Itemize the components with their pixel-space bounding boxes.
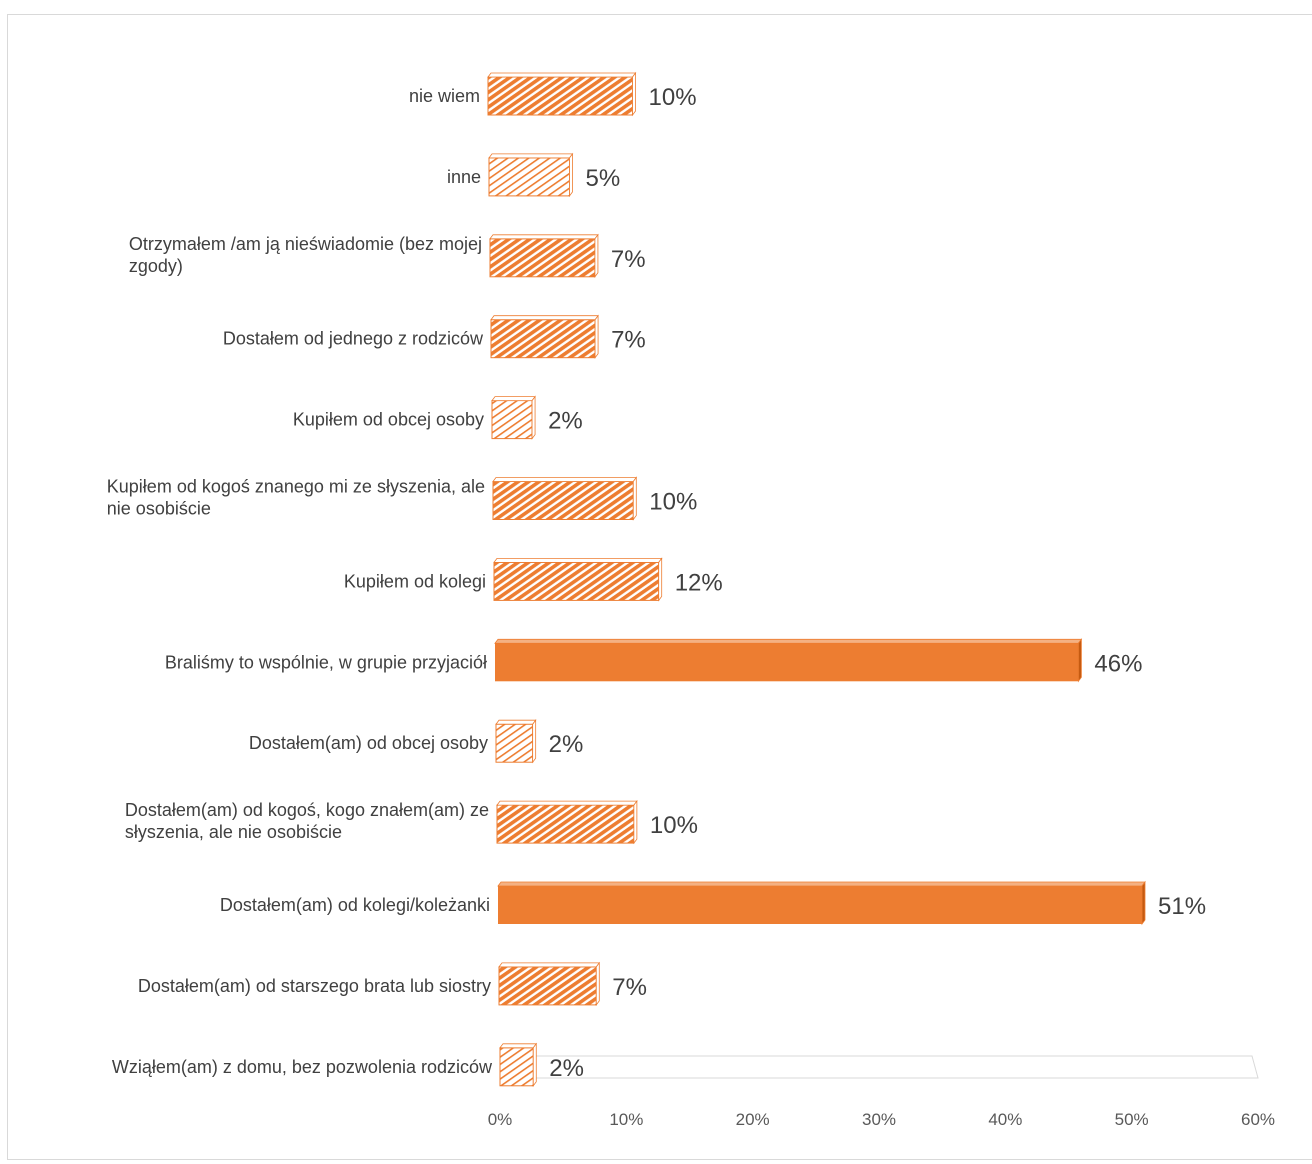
bar xyxy=(499,1047,534,1087)
x-tick-label: 0% xyxy=(488,1110,513,1129)
bar-top-edge xyxy=(495,719,537,725)
bar xyxy=(488,157,571,197)
bar-side-edge xyxy=(658,557,663,602)
category-label: Kupiłem od obcej osoby xyxy=(293,410,484,430)
bar-top-edge xyxy=(493,558,663,563)
data-label: 5% xyxy=(586,165,621,192)
bar-top-edge xyxy=(497,881,1146,887)
bar-top-edge xyxy=(494,638,1083,644)
x-tick-label: 40% xyxy=(988,1110,1022,1129)
data-label: 10% xyxy=(649,489,697,516)
data-label: 7% xyxy=(611,246,646,273)
bar-side-edge xyxy=(632,71,636,117)
bar-row: 10% Dostałem(am) od kogoś, kogo znałem(am… xyxy=(125,799,698,845)
data-label: 2% xyxy=(549,1055,584,1082)
bar-row: 2% Kupiłem od obcej osoby xyxy=(293,395,583,440)
bar xyxy=(495,643,1079,682)
x-tick-label: 60% xyxy=(1241,1110,1275,1129)
data-label: 10% xyxy=(649,84,697,111)
category-label: Dostałem(am) od obcej osoby xyxy=(249,733,488,753)
bar-side-edge xyxy=(595,961,600,1007)
x-tick-label: 50% xyxy=(1115,1110,1149,1129)
x-tick-label: 10% xyxy=(609,1110,643,1129)
category-label: Otrzymałem /am ją nieświadomie (bez moje… xyxy=(129,234,482,276)
category-label: Wziąłem(am) z domu, bez pozwolenia rodzi… xyxy=(112,1057,493,1077)
x-axis: 0% 10% 20% 30% 40% 50% 60% xyxy=(488,1055,1275,1129)
data-label: 2% xyxy=(549,731,584,758)
bar-row: 51% Dostałem(am) od kolegi/koleżanki xyxy=(220,880,1206,926)
category-label: Kupiłem od kogoś znanego mi ze słyszenia… xyxy=(107,477,485,519)
bar-side-edge xyxy=(632,476,637,521)
category-label: Dostałem od jednego z rodziców xyxy=(223,329,484,349)
data-label: 51% xyxy=(1158,893,1206,920)
bar-top-edge xyxy=(492,477,638,482)
category-label: Dostałem(am) od kogoś, kogo znałem(am) z… xyxy=(125,800,489,842)
x-tick-label: 30% xyxy=(862,1110,896,1129)
bar-top-edge xyxy=(496,800,638,806)
bar-side-edge xyxy=(531,395,536,440)
bar-side-edge xyxy=(532,1042,537,1087)
bar-row: 46% Braliśmy to wspólnie, w grupie przyja… xyxy=(165,638,1142,683)
data-label: 2% xyxy=(548,408,583,435)
data-label: 46% xyxy=(1094,650,1142,677)
bar-row: 2% Wziąłem(am) z domu, bez pozwolenia rod… xyxy=(112,1042,584,1087)
bar-top-edge xyxy=(488,153,574,159)
category-label: Kupiłem od kolegi xyxy=(344,571,486,591)
bar-top-edge xyxy=(498,962,601,968)
bar xyxy=(498,966,597,1006)
bar-row: 7% Dostałem od jednego z rodziców xyxy=(223,314,646,359)
bar xyxy=(496,804,635,844)
bar xyxy=(490,319,596,359)
category-label: nie wiem xyxy=(409,86,480,106)
bar xyxy=(492,481,634,520)
bar-top-edge xyxy=(490,315,599,321)
bar-top-edge xyxy=(487,72,637,78)
bar-row: 5% inne xyxy=(447,152,621,198)
bar-side-edge xyxy=(532,719,537,764)
bar xyxy=(487,76,634,116)
bar-row: 7% Otrzymałem /am ją nieświadomie (bez mo… xyxy=(129,233,646,278)
bar-side-edge xyxy=(1077,638,1082,683)
bar-row: 10% Kupiłem od kogoś znanego mi ze słysze… xyxy=(107,476,697,521)
data-label: 7% xyxy=(611,327,646,354)
bar-row: 10% nie wiem xyxy=(409,71,697,117)
data-label: 7% xyxy=(612,974,647,1001)
bar xyxy=(491,400,533,440)
bar-row: 7% Dostałem(am) od starszego brata lub si… xyxy=(138,961,647,1007)
bar xyxy=(493,561,660,601)
bar xyxy=(489,238,596,278)
category-label: Dostałem(am) od starszego brata lub sios… xyxy=(138,976,491,996)
bar-top-edge xyxy=(489,234,599,240)
bar-top-edge xyxy=(499,1043,538,1049)
bar-side-edge xyxy=(594,314,599,359)
axis-floor xyxy=(499,1055,1259,1079)
x-tick-label: 20% xyxy=(736,1110,770,1129)
bar-row: 2% Dostałem(am) od obcej osoby xyxy=(249,719,584,764)
bar-side-edge xyxy=(569,152,573,198)
chart-frame xyxy=(7,14,1312,1160)
bar-top-edge xyxy=(491,396,536,401)
bar-side-edge xyxy=(633,799,638,845)
bar-side-edge xyxy=(1141,880,1146,926)
category-label: inne xyxy=(447,167,481,187)
data-label: 10% xyxy=(650,812,698,839)
category-label: Braliśmy to wspólnie, w grupie przyjació… xyxy=(165,652,487,672)
bar-side-edge xyxy=(594,233,599,278)
bar xyxy=(498,886,1142,924)
bar-row: 12% Kupiłem od kolegi xyxy=(344,557,723,602)
category-label: Dostałem(am) od kolegi/koleżanki xyxy=(220,895,490,915)
bar xyxy=(495,723,534,763)
bars: 10% nie wiem 5% inne 7% Otrzymałem /am ją nie… xyxy=(107,71,1206,1087)
data-label: 12% xyxy=(675,569,723,596)
